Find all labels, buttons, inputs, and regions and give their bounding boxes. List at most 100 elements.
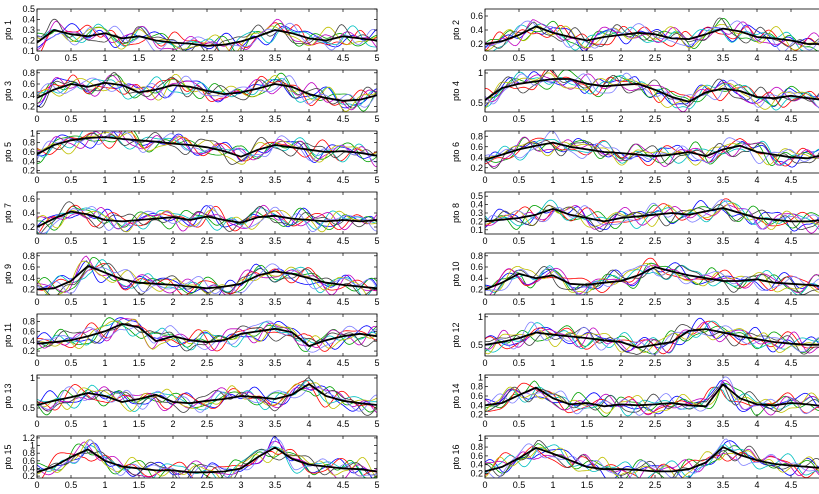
panel-3-trace-5: [37, 74, 377, 111]
panel-7-xtick-label: 3.5: [269, 236, 282, 246]
panel-12-ytick-label: 1: [478, 312, 483, 322]
panel-8-xtick-label: 2.5: [649, 236, 662, 246]
panel-15-ytick-label: 0.8: [22, 448, 35, 458]
panel-16-mean-line: [485, 446, 819, 473]
panel-4-xtick-label: 2.5: [649, 114, 662, 124]
panel-16-xtick-label: 4.5: [785, 480, 798, 490]
panel-3-trace-7: [37, 72, 377, 109]
panel-3-trace-3: [37, 74, 377, 107]
panel-16-xtick-label: 1: [550, 480, 555, 490]
panel-9-xtick-label: 2: [170, 297, 175, 307]
panel-5-mean-line: [37, 136, 377, 158]
panel-10-xtick-label: 4: [754, 297, 759, 307]
panel-16-xtick-label: 2: [618, 480, 623, 490]
panel-1-ytick-label: 0.3: [22, 25, 35, 35]
panel-16-ytick-label: 0.6: [470, 451, 483, 461]
panel-8-mean-line: [485, 207, 819, 223]
panel-9-trace-5: [37, 255, 377, 295]
panel-4-ylabel: pto 4: [451, 81, 461, 101]
panel-13-xtick-label: 4: [306, 419, 311, 429]
panel-9-ylabel: pto 9: [3, 264, 13, 284]
panel-6-mean-line: [485, 141, 819, 161]
panel-2-xtick-label: 0: [482, 53, 487, 63]
panel-8-xtick-label: 4: [754, 236, 759, 246]
panel-2-xtick-label: 1.5: [581, 53, 594, 63]
panel-8-trace-5: [485, 204, 819, 234]
panel-15-ytick-label: 1: [30, 441, 35, 451]
panel-15-xtick-label: 0: [34, 480, 39, 490]
panel-4-xtick-label: 4.5: [785, 114, 798, 124]
panel-7-xtick-label: 4.5: [337, 236, 350, 246]
panel-16-xtick-label: 3.5: [717, 480, 730, 490]
panel-3-xtick-label: 1: [102, 114, 107, 124]
panel-5-ytick-label: 0.4: [22, 156, 35, 166]
panel-10-ytick-label: 0.2: [470, 284, 483, 294]
panel-16-xtick-label: 3: [686, 480, 691, 490]
panel-3-xtick-label: 1.5: [133, 114, 146, 124]
panel-2-xtick-label: 1: [550, 53, 555, 63]
panel-8-trace-4: [485, 199, 819, 230]
panel-6-xtick-label: 0: [482, 175, 487, 185]
panel-8-xtick-label: 1: [550, 236, 555, 246]
panel-10-xtick-label: 2: [618, 297, 623, 307]
panel-8-xtick-label: 2: [618, 236, 623, 246]
panel-4-xtick-label: 3: [686, 114, 691, 124]
panel-5-xtick-label: 3.5: [269, 175, 282, 185]
panel-9-xtick-label: 0.5: [65, 297, 78, 307]
panel-11-xtick-label: 5: [374, 358, 379, 368]
panel-9-xtick-label: 3: [238, 297, 243, 307]
panel-2-xtick-label: 4: [754, 53, 759, 63]
panel-2-trace-1: [485, 24, 819, 51]
panel-1-ytick-label: 0.2: [22, 36, 35, 46]
panel-5-xtick-label: 2: [170, 175, 175, 185]
panel-7-xtick-label: 0: [34, 236, 39, 246]
panel-9-xtick-label: 4: [306, 297, 311, 307]
panel-11-ytick-label: 0.4: [22, 336, 35, 346]
panel-13-xtick-label: 1: [102, 419, 107, 429]
panel-11-trace-8: [37, 320, 377, 353]
panel-5-ytick-label: 1: [30, 128, 35, 138]
panel-10-xtick-label: 2.5: [649, 297, 662, 307]
panel-14-xtick-label: 2.5: [649, 419, 662, 429]
panel-15-xtick-label: 1: [102, 480, 107, 490]
panel-6-xtick-label: 4.5: [785, 175, 798, 185]
panel-16-trace-1: [485, 440, 819, 478]
panel-6-ytick-label: 0.4: [470, 152, 483, 162]
panel-12-xtick-label: 4.5: [785, 358, 798, 368]
panel-14-ylabel: pto 14: [451, 383, 461, 408]
panel-8-ytick-label: 0.5: [470, 191, 483, 201]
panel-3-mean-line: [37, 82, 377, 102]
panel-10-xtick-label: 0: [482, 297, 487, 307]
panel-15-ytick-label: 0.4: [22, 463, 35, 473]
panel-11-xtick-label: 1.5: [133, 358, 146, 368]
panel-2-xtick-label: 3: [686, 53, 691, 63]
panel-11-xtick-label: 0.5: [65, 358, 78, 368]
panel-3-trace-8: [37, 75, 377, 108]
panel-11-ylabel: pto 11: [3, 323, 13, 347]
panel-5-xtick-label: 4.5: [337, 175, 350, 185]
panel-15-xtick-label: 5: [374, 480, 379, 490]
panel-13-xtick-label: 2.5: [201, 419, 214, 429]
panel-5-xtick-label: 1: [102, 175, 107, 185]
panel-14-trace-8: [485, 376, 819, 416]
panel-5-trace-2: [37, 131, 377, 164]
panel-1-mean-line: [37, 29, 377, 47]
panel-10-trace-8: [485, 264, 819, 295]
panel-3-xtick-label: 3: [238, 114, 243, 124]
panel-7-mean-line: [37, 210, 377, 228]
panel-4-trace-4: [485, 71, 819, 111]
panel-12-xtick-label: 0: [482, 358, 487, 368]
panel-1-xtick-label: 3.5: [269, 53, 282, 63]
panel-15-ytick-label: 0.6: [22, 456, 35, 466]
panel-13-xtick-label: 3: [238, 419, 243, 429]
panel-8-xtick-label: 0: [482, 236, 487, 246]
panel-5-xtick-label: 0: [34, 175, 39, 185]
panel-5-xtick-label: 5: [374, 175, 379, 185]
panel-1-xtick-label: 1: [102, 53, 107, 63]
panel-14-trace-5: [485, 379, 819, 416]
panel-4-xtick-label: 4: [754, 114, 759, 124]
panel-6-ytick-label: 0.2: [470, 163, 483, 173]
panel-3-xtick-label: 4: [306, 114, 311, 124]
panel-9-ytick-label: 0.4: [22, 273, 35, 283]
panel-14-mean-line: [485, 383, 819, 408]
